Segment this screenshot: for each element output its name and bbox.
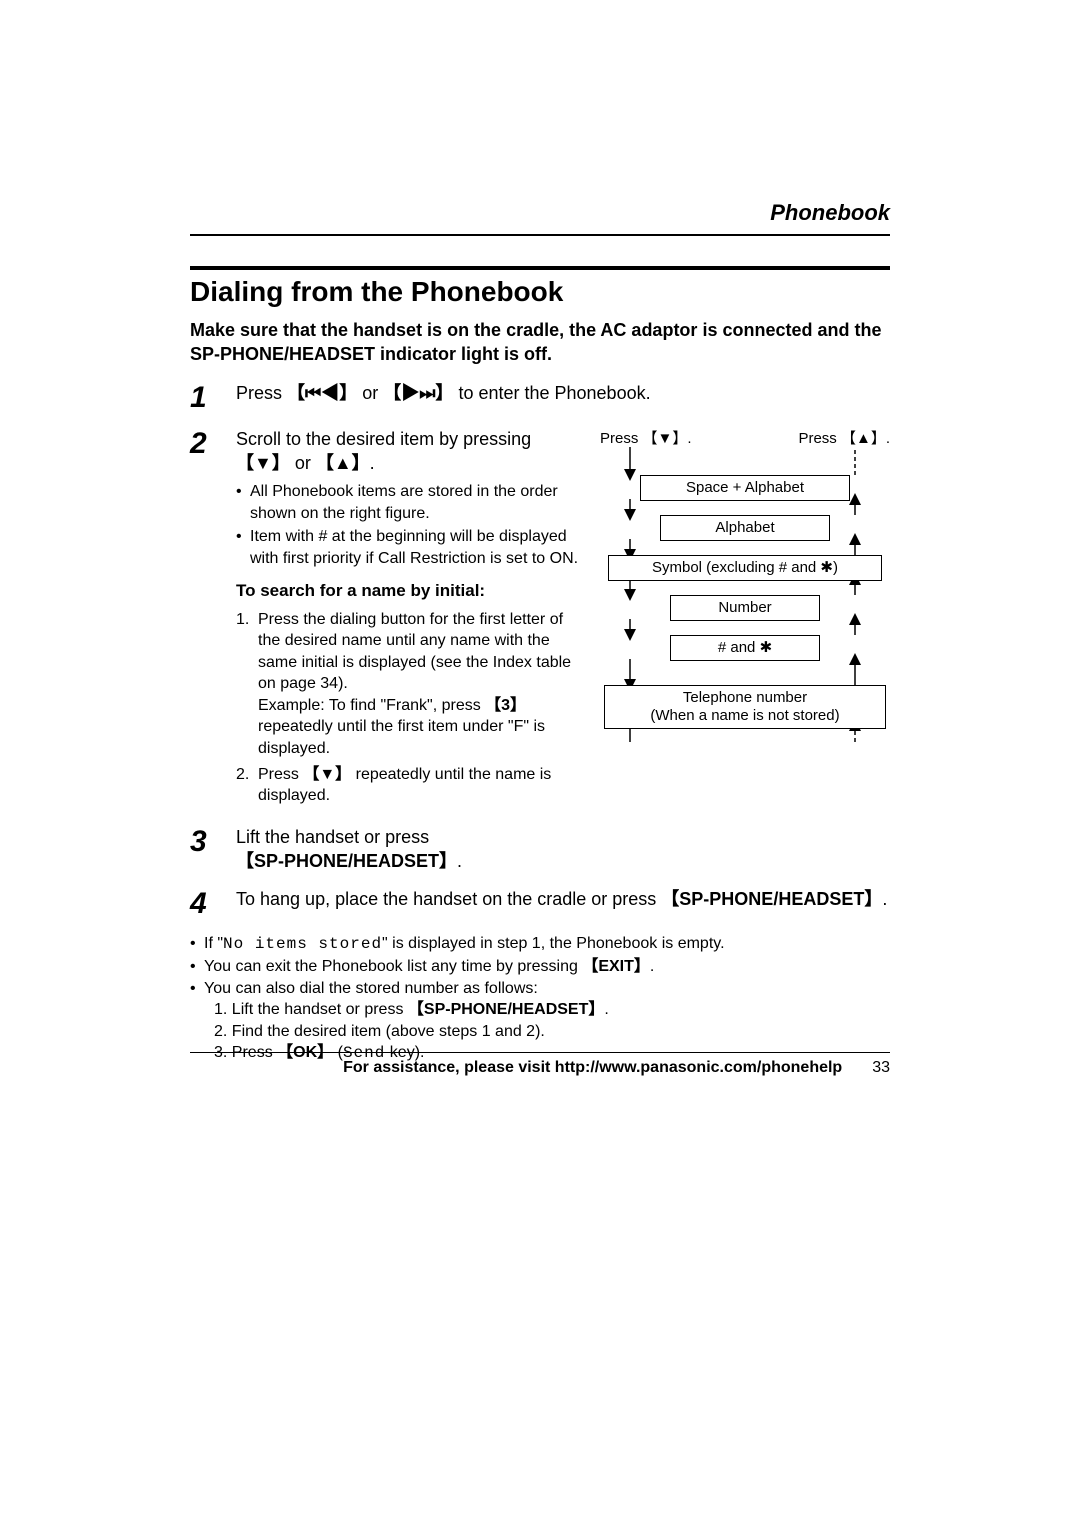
section-header: Phonebook [190,200,890,236]
bullet-text: Item with # at the beginning will be dis… [250,526,580,569]
page-number: 33 [872,1059,890,1077]
text: . [370,453,375,473]
text: " is displayed in step 1, the Phonebook … [382,935,724,952]
text: Press the dialing button for the first l… [258,611,571,693]
bullet-icon: • [190,933,204,956]
text: . [650,958,654,975]
text: 2. Find the desired item (above steps 1 … [214,1021,890,1043]
step-4: 4 To hang up, place the handset on the c… [190,887,890,919]
next-key: 【▶⏭】 [383,383,453,403]
page-title: Dialing from the Phonebook [190,276,890,308]
bullet-icon: • [236,481,250,524]
step-number: 4 [190,887,236,919]
diagram-box: Space + Alphabet [640,475,850,501]
list-text: Press the dialing button for the first l… [258,609,580,760]
sp-phone-key: 【SP-PHONE/HEADSET】 [236,851,457,871]
note-text: You can exit the Phonebook list any time… [204,956,654,978]
text: You can exit the Phonebook list any time… [204,958,582,975]
up-key: 【▲】 [316,453,370,473]
diagram-box: Number [670,595,820,621]
bullet-icon: • [190,956,204,978]
text: Lift the handset or press [236,827,429,847]
step-2: 2 Scroll to the desired item by pressing… [190,427,580,811]
note-text: You can also dial the stored number as f… [204,978,538,1000]
mono-text: No items stored [223,935,382,953]
exit-key: 【EXIT】 [582,958,650,975]
diagram-box: Alphabet [660,515,830,541]
text: To hang up, place the handset on the cra… [236,889,661,909]
diagram-box: # and ✱ [670,635,820,661]
text: . [604,1001,608,1018]
text: . [457,851,462,871]
text: (When a name is not stored) [650,707,839,724]
text: Press [258,766,303,783]
text: or [290,453,316,473]
text: repeatedly until the first item under "F… [258,718,545,757]
intro-text: Make sure that the handset is on the cra… [190,318,890,367]
text: . [882,889,887,909]
step-3: 3 Lift the handset or press 【SP-PHONE/HE… [190,825,580,874]
step-body: To hang up, place the handset on the cra… [236,887,890,919]
step-number: 2 [190,427,236,811]
text: Press [236,383,287,403]
step-1: 1 Press 【⏮◀】 or 【▶⏭】 to enter the Phoneb… [190,381,890,413]
down-key: 【▼】 [236,453,290,473]
text: Example: To find "Frank", press [258,697,485,714]
prev-key: 【⏮◀】 [287,383,357,403]
sp-phone-key: 【SP-PHONE/HEADSET】 [408,1001,604,1018]
step-number: 3 [190,825,236,874]
bullet-icon: • [236,526,250,569]
key-3: 【3】 [485,697,526,714]
text: 1. Lift the handset or press [214,1001,408,1018]
step-body: Scroll to the desired item by pressing 【… [236,427,580,811]
sub-heading: To search for a name by initial: [236,580,580,603]
note-text: If "No items stored" is displayed in ste… [204,933,725,956]
notes: •If "No items stored" is displayed in st… [190,933,890,1065]
list-number: 2. [236,764,258,807]
text: to enter the Phonebook. [453,383,650,403]
step-number: 1 [190,381,236,413]
list-text: Press 【▼】 repeatedly until the name is d… [258,764,580,807]
text: Scroll to the desired item by pressing [236,429,531,449]
text: or [357,383,383,403]
footer-text: For assistance, please visit http://www.… [343,1059,842,1077]
step-body: Press 【⏮◀】 or 【▶⏭】 to enter the Phoneboo… [236,381,890,413]
down-key: 【▼】 [303,766,351,783]
bullet-text: All Phonebook items are stored in the or… [250,481,580,524]
text: Telephone number [683,689,807,706]
diagram-box: Telephone number (When a name is not sto… [604,685,886,729]
title-rule [190,266,890,270]
text: If " [204,935,223,952]
page-footer: For assistance, please visit http://www.… [190,1052,890,1077]
sp-phone-key: 【SP-PHONE/HEADSET】 [661,889,882,909]
diagram-box: Symbol (excluding # and ✱) [608,555,882,581]
phonebook-order-diagram: Press 【▼】. Press 【▲】. [600,427,890,757]
list-number: 1. [236,609,258,760]
bullet-icon: • [190,978,204,1000]
step-body: Lift the handset or press 【SP-PHONE/HEAD… [236,825,580,874]
